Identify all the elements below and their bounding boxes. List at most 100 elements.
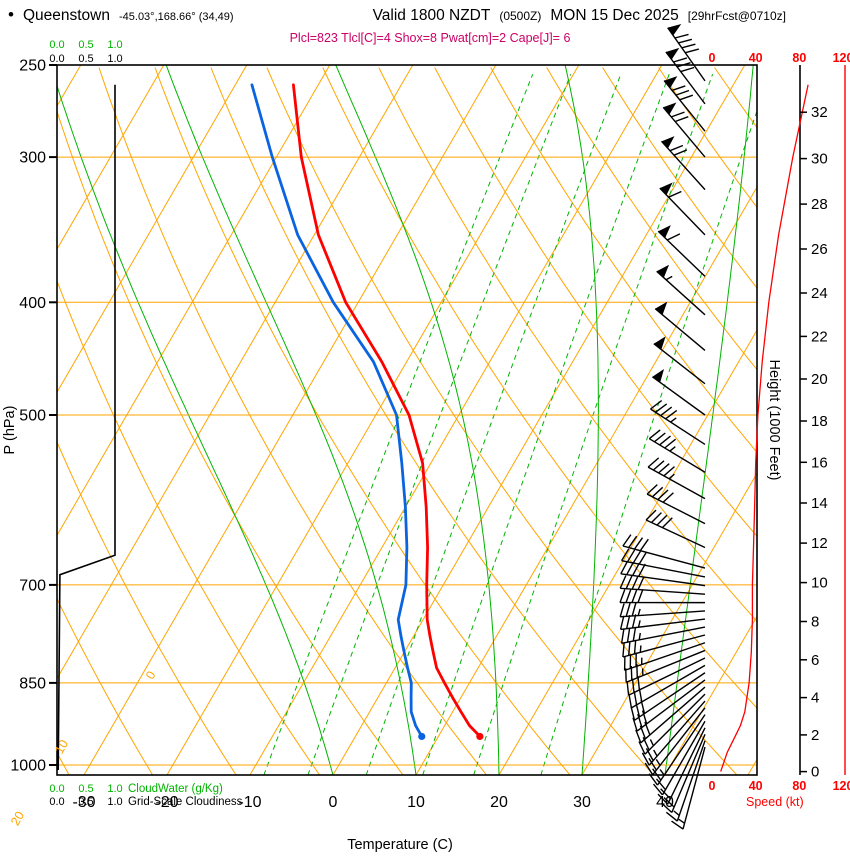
surface-temperature-dot xyxy=(476,732,484,741)
dry-adiabat-line xyxy=(602,67,757,289)
wind-barb xyxy=(646,484,706,525)
height-tick-label: 8 xyxy=(811,613,819,630)
wind-barb xyxy=(620,561,706,587)
wind-barb xyxy=(656,270,706,316)
mixing-ratio-line xyxy=(422,74,670,775)
height-tick-label: 10 xyxy=(811,575,828,592)
dry-adiabat-line xyxy=(434,67,757,537)
speed-profile-line xyxy=(720,84,809,772)
cloudwater-scale-tick-bottom: 0.0 xyxy=(49,783,64,795)
isotherm-line xyxy=(83,65,497,775)
speed-tick-label-bottom: 0 xyxy=(709,779,716,793)
wind-barb-pennant xyxy=(663,102,677,115)
wind-barb xyxy=(622,634,706,658)
temperature-axis-title: Temperature (C) xyxy=(347,837,453,853)
isotherm-line xyxy=(57,65,248,394)
dry-adiabat-line xyxy=(210,67,654,775)
mixing-ratio-line xyxy=(473,74,714,775)
wind-barb xyxy=(619,589,706,604)
isotherm-line xyxy=(747,758,757,775)
background-grid-layer xyxy=(57,65,757,775)
dry-adiabat-line xyxy=(57,597,154,775)
wind-barb xyxy=(619,614,706,631)
pressure-tick-label: 250 xyxy=(19,58,46,75)
valid-date: MON 15 Dec 2025 xyxy=(550,7,679,24)
height-tick-label: 28 xyxy=(811,196,828,213)
surface-dewpoint-dot xyxy=(418,732,426,741)
valid-time: Valid 1800 NZDT xyxy=(372,7,491,24)
speed-tick-label-top: 40 xyxy=(749,51,763,65)
cloudiness-scale-tick-bottom: 0.5 xyxy=(78,796,93,808)
height-tick-label: 6 xyxy=(811,652,819,669)
wind-barb-pennant xyxy=(656,264,670,278)
isotherm-line xyxy=(249,65,663,775)
cloudiness-scale-tick-bottom: 0.0 xyxy=(49,796,64,808)
station-name: Queenstown xyxy=(22,7,110,24)
height-tick-label: 2 xyxy=(811,727,819,744)
station-marker-dot: • xyxy=(8,5,14,24)
isotherm-line xyxy=(166,65,580,775)
pressure-tick-label: 1000 xyxy=(10,758,46,775)
wind-barb xyxy=(659,187,706,236)
wind-barb xyxy=(648,714,706,786)
isotherm-line xyxy=(57,65,331,537)
wind-barb xyxy=(619,602,706,618)
height-tick-label: 20 xyxy=(811,371,828,388)
forecast-hour: [29hrFcst@0710z] xyxy=(687,9,786,23)
wind-barb-pennant xyxy=(661,136,675,149)
pressure-axis-title: P (hPa) xyxy=(2,406,18,455)
cloudiness-scale-title: Grid-Scale Cloudiness xyxy=(128,796,243,808)
isotherm-line xyxy=(415,186,757,775)
wind-barb xyxy=(663,80,706,132)
cloudiness-scale-tick-bottom: 1.0 xyxy=(107,796,122,808)
wind-barb-pennant xyxy=(655,301,668,315)
wind-barb xyxy=(645,509,706,549)
temperature-trace xyxy=(292,83,482,738)
wind-barb xyxy=(650,400,706,446)
isotherm-line xyxy=(498,329,757,775)
isotherm-line xyxy=(57,65,414,680)
wind-barb xyxy=(630,672,706,721)
cloudiness-scale-tick-top: 1.0 xyxy=(107,53,122,65)
height-tick-label: 12 xyxy=(811,535,828,552)
temperature-tick-label: 40 xyxy=(656,794,674,811)
dry-adiabat-line xyxy=(98,67,487,775)
cloudwater-scale-tick-top: 0.0 xyxy=(49,39,64,51)
cloudiness-scale-tick-top: 0.0 xyxy=(49,53,64,65)
wind-barb xyxy=(622,534,706,569)
temperature-dewpoint-traces xyxy=(250,83,484,741)
cloudwater-scale-tick-bottom: 1.0 xyxy=(107,783,122,795)
speed-tick-label-top: 120 xyxy=(833,51,850,65)
wind-barb xyxy=(671,746,706,830)
speed-tick-label-top: 0 xyxy=(709,51,716,65)
isotherm-line xyxy=(332,65,746,775)
dry-adiabat-line xyxy=(490,67,757,454)
wind-barb xyxy=(620,626,706,644)
dewpoint-trace xyxy=(250,83,424,738)
dry-adiabat-line xyxy=(154,67,571,775)
height-tick-label: 0 xyxy=(811,764,819,781)
wind-barb-pennant xyxy=(658,225,671,238)
temperature-tick-label: 20 xyxy=(490,794,508,811)
temperature-tick-label: 10 xyxy=(407,794,425,811)
isotherm-line xyxy=(664,615,757,775)
speed-axis-title: Speed (kt) xyxy=(746,795,804,809)
wind-barb xyxy=(619,575,706,595)
moist-adiabat-line xyxy=(335,65,500,775)
wind-barb xyxy=(641,700,706,766)
isotherm-line xyxy=(581,472,757,775)
height-tick-label: 16 xyxy=(811,454,828,471)
moist-adiabat-line xyxy=(57,84,334,775)
height-tick-label: 30 xyxy=(811,151,828,168)
wind-barb xyxy=(652,720,706,796)
temperature-tick-label: -20 xyxy=(155,794,178,811)
wind-barb xyxy=(665,740,706,822)
height-tick-label: 32 xyxy=(811,104,828,121)
wind-barb xyxy=(648,429,706,473)
height-tick-label: 4 xyxy=(811,690,819,707)
wind-barb xyxy=(623,642,706,672)
dry-adiabat-line xyxy=(57,109,404,775)
dry-adiabat-line xyxy=(378,67,757,623)
isotherm-label: 20 xyxy=(8,809,27,828)
